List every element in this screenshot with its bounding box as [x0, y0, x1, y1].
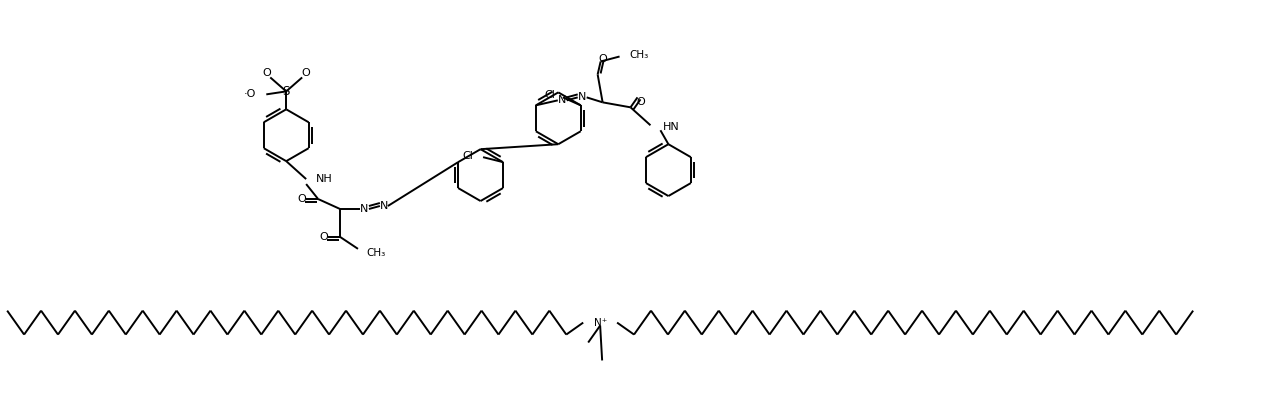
Text: S: S — [282, 85, 290, 98]
Text: HN: HN — [662, 122, 679, 132]
Text: O: O — [636, 98, 645, 107]
Text: N: N — [380, 201, 388, 211]
Text: O: O — [319, 232, 328, 242]
Text: O: O — [298, 194, 307, 204]
Text: Cl: Cl — [462, 151, 473, 161]
Text: Cl: Cl — [544, 90, 555, 100]
Text: NH: NH — [316, 174, 332, 184]
Text: N: N — [558, 95, 565, 105]
Text: CH₃: CH₃ — [630, 49, 649, 60]
Text: N: N — [577, 92, 586, 102]
Text: N⁺: N⁺ — [594, 317, 607, 328]
Text: N: N — [359, 204, 368, 214]
Text: CH₃: CH₃ — [366, 248, 385, 258]
Text: O: O — [261, 69, 270, 78]
Text: O: O — [301, 69, 310, 78]
Text: O: O — [598, 55, 607, 64]
Text: ·O: ·O — [243, 89, 256, 100]
